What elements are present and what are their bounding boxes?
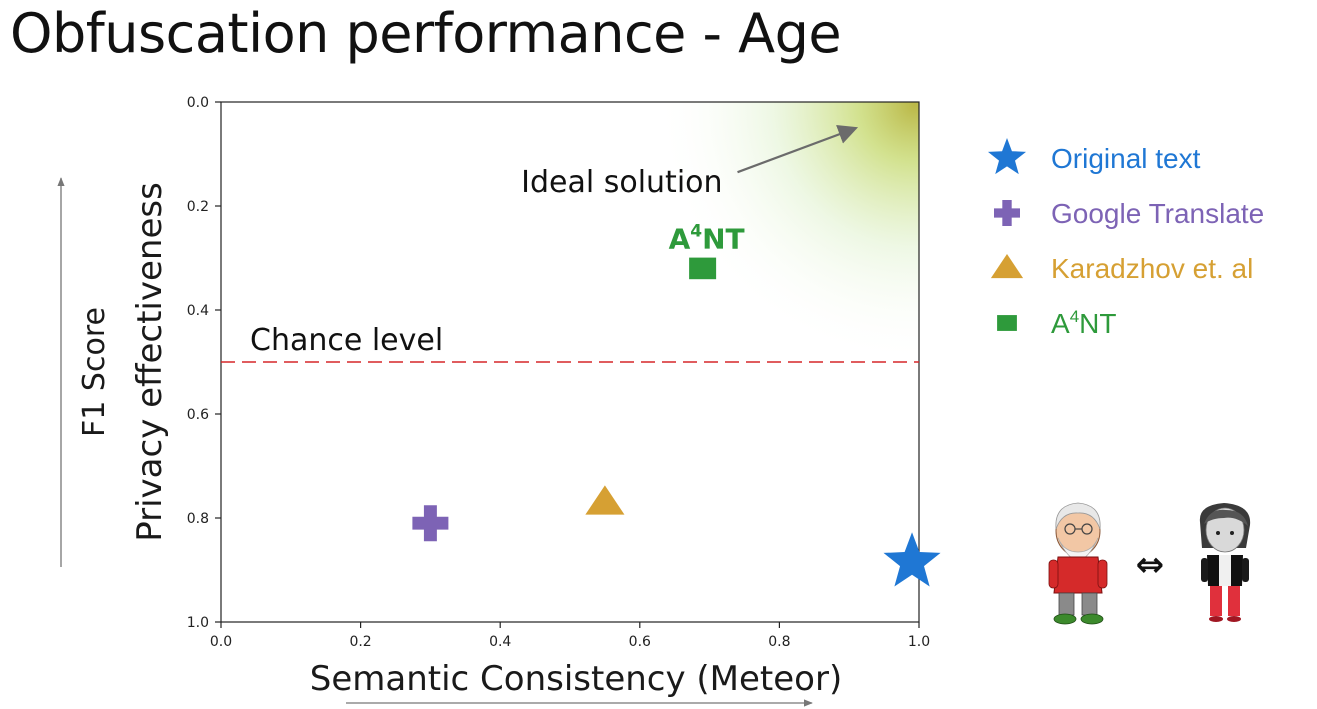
outer-y-axis-title: F1 Score [77, 307, 112, 437]
original-text-point [883, 532, 941, 587]
y-tick-label: 0.0 [187, 95, 209, 111]
x-tick-label: 0.8 [768, 634, 790, 650]
x-tick-label: 0.0 [210, 634, 232, 650]
legend-marker-square [997, 315, 1017, 331]
a4nt-point [689, 257, 717, 280]
x-tick-label: 0.4 [489, 634, 511, 650]
chance-level-label: Chance level [250, 323, 443, 358]
legend-marker-plus [994, 200, 1020, 226]
x-tick-label: 1.0 [908, 634, 930, 650]
x-axis-title: Semantic Consistency (Meteor) [310, 659, 842, 699]
legend: Original text Google Translate Karadzhov e… [987, 138, 1264, 339]
x-tick-label: 0.2 [349, 634, 371, 650]
y-tick-label: 1.0 [187, 615, 209, 631]
google-translate-point [412, 505, 449, 542]
a4nt-point-label: A4NT [669, 221, 745, 255]
legend-label: Original text [1051, 143, 1201, 174]
legend-marker-triangle [990, 254, 1024, 279]
y-axis-ticks: 0.0 0.2 0.4 0.6 0.8 1.0 [187, 95, 221, 631]
legend-label: A4NT [1051, 307, 1116, 339]
legend-marker-star [987, 138, 1027, 175]
ideal-solution-arrow [737, 124, 859, 174]
x-axis-ticks: 0.0 0.2 0.4 0.6 0.8 1.0 [210, 622, 930, 650]
y-tick-label: 0.2 [187, 199, 209, 215]
legend-label: Google Translate [1051, 198, 1264, 229]
slide-title: Obfuscation performance - Age [10, 2, 842, 65]
old-man-figure [1048, 502, 1108, 625]
young-person-figure [1199, 503, 1251, 622]
legend-label: Karadzhov et. al [1051, 253, 1253, 284]
y-tick-label: 0.8 [187, 511, 209, 527]
x-tick-label: 0.6 [629, 634, 651, 650]
ideal-solution-label: Ideal solution [521, 165, 722, 200]
y-axis-title: Privacy effectiveness [130, 182, 170, 542]
swap-symbol: ⇔ [1136, 545, 1165, 585]
data-points [412, 257, 941, 587]
y-tick-label: 0.4 [187, 303, 209, 319]
y-tick-label: 0.6 [187, 407, 209, 423]
ideal-region [561, 102, 919, 362]
karadzhov-point [585, 485, 625, 515]
